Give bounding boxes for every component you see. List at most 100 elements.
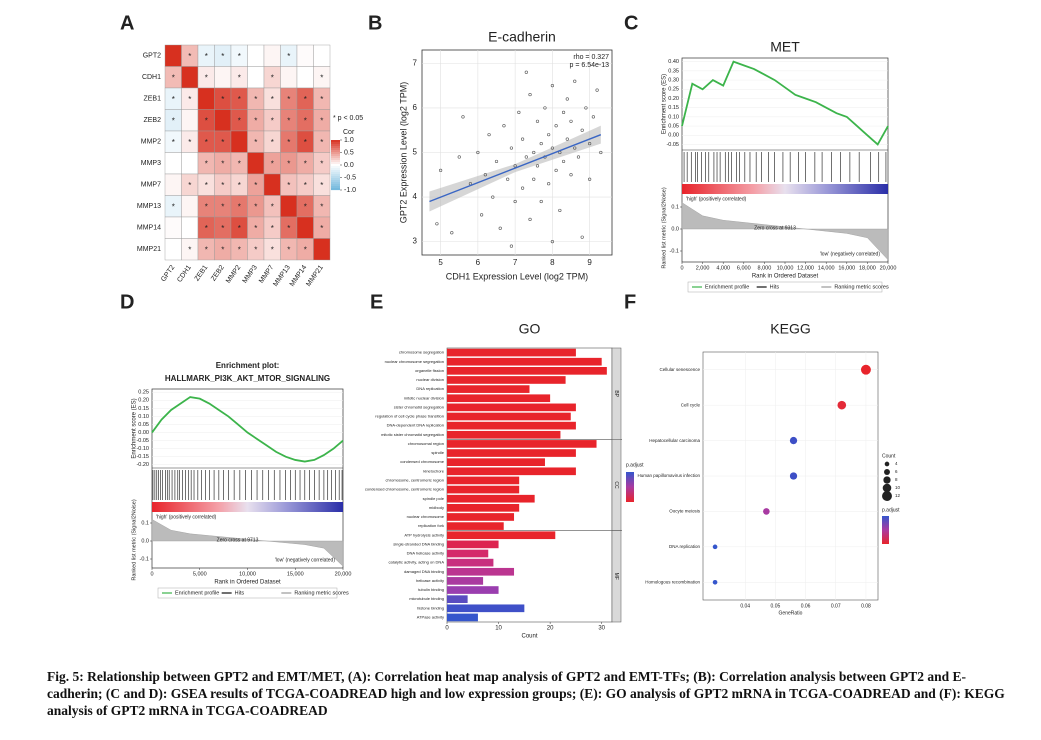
y-tick-label: histone binding <box>417 605 444 610</box>
x-tick-label: 0.05 <box>771 603 781 609</box>
bar <box>447 503 520 512</box>
scatter-point <box>547 133 551 137</box>
x-tick-label: 20 <box>547 626 554 632</box>
size-legend-label: 8 <box>895 477 898 482</box>
panel-letter: D <box>120 291 134 313</box>
scatter-point <box>509 244 514 248</box>
metric-axis-label: Ranked list metric (Signal2Noise) <box>131 499 137 580</box>
scatter-point <box>569 119 573 123</box>
annotation: 'low' (negatively correlated) <box>275 557 336 563</box>
sig-star: * <box>254 224 257 233</box>
sig-star: * <box>238 202 241 211</box>
scatter-point <box>528 217 532 221</box>
scatter-point <box>561 159 566 164</box>
heat-cell <box>164 216 182 239</box>
scatter-point <box>487 133 491 137</box>
scatter-point <box>539 199 543 204</box>
y-tick-label: chromosomal region <box>408 441 444 446</box>
bar <box>447 476 520 485</box>
bar <box>447 513 515 521</box>
bar <box>447 458 545 467</box>
sig-star: * <box>238 116 241 125</box>
bar <box>447 485 520 494</box>
row-label: MMP3 <box>141 160 161 167</box>
heat-cell <box>280 66 298 89</box>
y-tick-label: 0.25 <box>138 390 149 396</box>
row-label: MMP2 <box>141 139 161 146</box>
y-tick-label: 0.05 <box>668 124 679 130</box>
bar <box>447 348 576 357</box>
scatter-point <box>513 199 517 204</box>
sig-star: * <box>238 95 241 104</box>
sig-star: * <box>188 181 191 190</box>
x-axis-label: GeneRatio <box>779 610 803 616</box>
col-label: ZEB1 <box>194 264 210 282</box>
scatter-point <box>502 124 506 128</box>
y-tick-label: 0.05 <box>138 422 149 428</box>
scatter-point <box>491 195 495 199</box>
x-axis-label: Rank in Ordered Dataset <box>214 580 281 586</box>
x-tick-label: 12,000 <box>797 265 814 271</box>
sig-star: * <box>172 116 175 125</box>
col-label: GPT2 <box>160 264 176 283</box>
dot <box>860 364 871 375</box>
colorbar-step <box>331 170 340 173</box>
row-label: MMP21 <box>137 246 161 253</box>
sig-star: * <box>287 95 290 104</box>
legend-label: Enrichment profile <box>705 284 749 290</box>
sig-star: * <box>287 138 290 147</box>
sig-star: * <box>271 159 274 168</box>
x-tick-label: 20,000 <box>335 571 352 577</box>
sig-star: * <box>188 138 191 147</box>
scatter-point <box>535 119 540 123</box>
sig-star: * <box>304 159 307 168</box>
sig-star: * <box>238 73 241 82</box>
scatter-point <box>461 115 465 119</box>
x-tick-label: 0.06 <box>801 603 811 609</box>
y-tick-label: -0.05 <box>666 142 679 148</box>
sig-star: * <box>254 245 257 254</box>
group-label: MF <box>613 573 619 580</box>
row-label: MMP13 <box>137 203 161 210</box>
sig-star: * <box>238 159 241 168</box>
heat-cell <box>296 44 314 67</box>
heat-cell <box>164 173 182 196</box>
scatter-point <box>532 177 536 181</box>
y-tick-label: DNA replication <box>416 386 444 391</box>
y-tick-label: nuclear chromosome <box>407 514 445 519</box>
dot <box>763 508 770 515</box>
sig-star: * <box>238 224 241 233</box>
heat-cell <box>214 66 232 89</box>
legend-label: Ranking metric scores <box>294 590 349 596</box>
heat-cell <box>280 195 298 218</box>
bar <box>447 376 566 384</box>
sig-star: * <box>188 95 191 104</box>
sig-star: * <box>271 95 274 104</box>
bar <box>447 412 571 421</box>
sig-star: * <box>205 52 208 61</box>
x-tick-label: 0 <box>445 626 449 632</box>
x-axis-label: Rank in Ordered Dataset <box>752 274 819 280</box>
scatter-point <box>524 155 528 159</box>
scatter-point <box>561 110 566 114</box>
colorbar-step <box>331 160 340 163</box>
sig-star: * <box>304 245 307 254</box>
colorbar-step <box>331 172 340 175</box>
x-tick-label: 10,000 <box>777 265 794 271</box>
y-tick-label: Human papillomavirus infection <box>637 473 700 478</box>
x-tick-label: 7 <box>513 258 518 267</box>
colorbar-step <box>331 178 340 181</box>
heat-cell <box>263 44 281 67</box>
y-tick-label: 7 <box>413 58 418 67</box>
colorbar <box>626 472 634 502</box>
rank-colorbar <box>152 502 343 512</box>
y-tick-label: condensed chromosome <box>400 459 445 464</box>
metric-tick-label: 0.0 <box>671 226 679 232</box>
sig-star: * <box>287 224 290 233</box>
x-tick-label: 8,000 <box>758 265 772 271</box>
sig-star: * <box>221 95 224 104</box>
x-tick-label: 0.08 <box>861 603 871 609</box>
ranking-metric <box>681 202 889 261</box>
col-label: MMP2 <box>225 264 242 285</box>
sig-star: * <box>172 138 175 147</box>
